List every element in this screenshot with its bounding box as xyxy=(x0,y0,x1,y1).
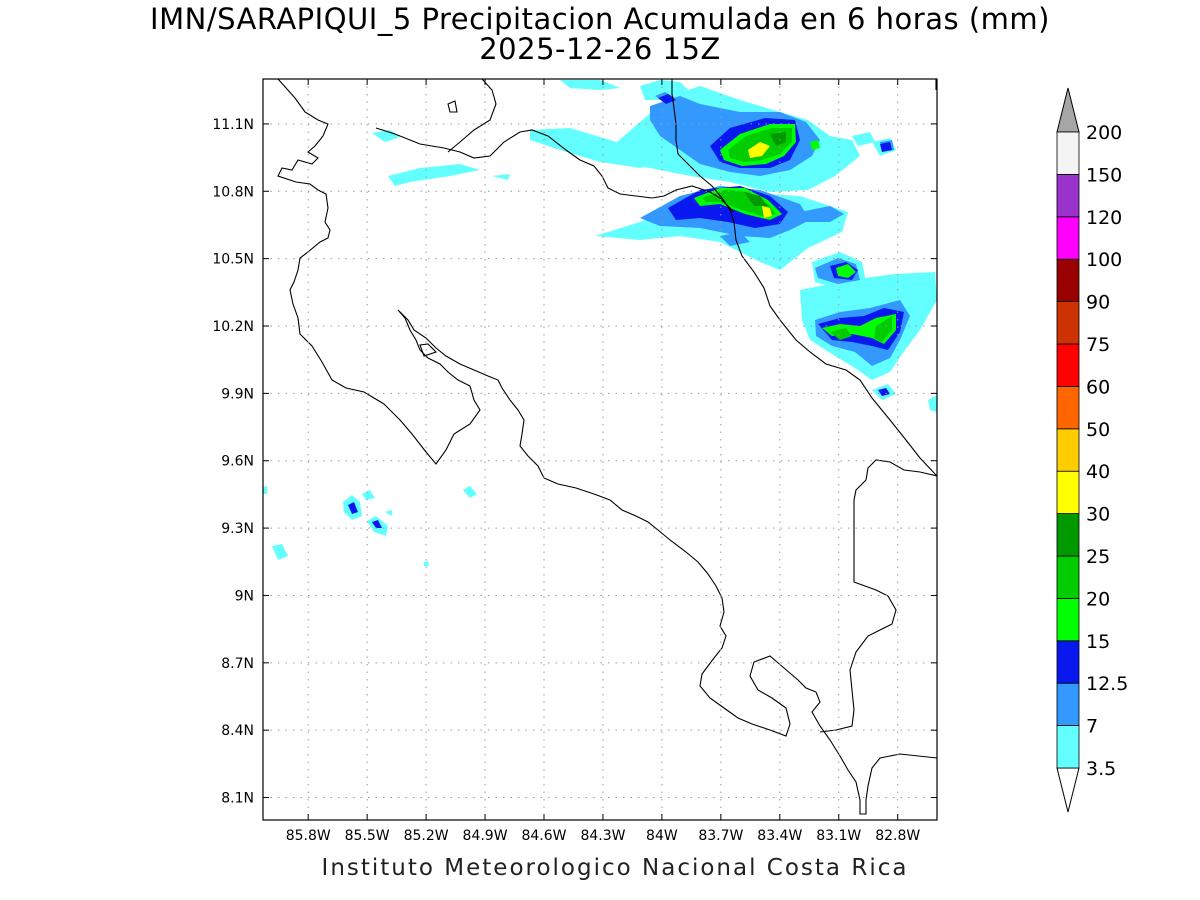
colorbar-swatch xyxy=(1056,385,1080,430)
colorbar-level-label: 15 xyxy=(1086,631,1110,653)
colorbar-level-label: 120 xyxy=(1086,207,1122,229)
colorbar-level-label: 150 xyxy=(1086,164,1122,186)
latitude-axis: 11.1N 10.8N 10.5N 10.2N 9.9N 9.6N 9.3N 9N 8.7N 8.… xyxy=(212,117,937,807)
x-tick-label: 85.5W xyxy=(345,828,390,844)
colorbar-swatch xyxy=(1056,682,1080,727)
x-tick-label: 83.7W xyxy=(698,828,743,844)
y-tick-label: 8.1N xyxy=(221,791,254,807)
colorbar-level-label: 100 xyxy=(1086,249,1122,271)
colorbar-level-label: 7 xyxy=(1086,716,1098,738)
x-tick-label: 82.8W xyxy=(875,828,920,844)
colorbar-swatch xyxy=(1056,555,1080,599)
y-tick-label: 9.3N xyxy=(221,521,254,537)
colorbar-level-label: 90 xyxy=(1086,292,1110,314)
precipitation-colorbar: 3.5 7 12.5 15 20 25 30 40 50 60 75 90 100 120 150 200 xyxy=(1056,87,1128,813)
colorbar-level-label: 50 xyxy=(1086,419,1110,441)
longitude-axis: 85.8W 85.5W 85.2W 84.9W 84.6W 84.3W 84W 83.7W 83… xyxy=(286,79,920,844)
colorbar-swatch xyxy=(1056,470,1080,515)
plot-frame xyxy=(262,78,938,821)
colorbar-swatch xyxy=(1056,598,1080,642)
x-tick-label: 83.4W xyxy=(757,828,802,844)
y-tick-label: 11.1N xyxy=(212,117,254,133)
colorbar-level-label: 40 xyxy=(1086,461,1110,483)
x-tick-label: 83.1W xyxy=(816,828,861,844)
colorbar-level-label: 12.5 xyxy=(1086,673,1128,695)
y-tick-label: 10.8N xyxy=(212,184,254,200)
colorbar-level-label: 25 xyxy=(1086,546,1110,568)
precipitation-shading xyxy=(263,80,937,566)
colorbar-swatch xyxy=(1056,216,1080,260)
colorbar-level-label: 30 xyxy=(1086,504,1110,526)
colorbar-level-label: 3.5 xyxy=(1086,758,1116,780)
colorbar-swatch xyxy=(1056,725,1080,769)
colorbar-level-label: 200 xyxy=(1086,122,1122,144)
colorbar-swatch xyxy=(1056,428,1080,472)
colorbar-swatch xyxy=(1056,131,1080,175)
y-tick-label: 9.9N xyxy=(221,386,254,402)
colorbar-swatch xyxy=(1056,173,1080,218)
y-tick-label: 8.7N xyxy=(221,656,254,672)
y-tick-label: 9.6N xyxy=(221,454,254,470)
colorbar-over-arrow xyxy=(1056,87,1080,133)
map-title: IMN/SARAPIQUI_5 Precipitacion Acumulada … xyxy=(150,2,1050,36)
credit-institution: Instituto Meteorologico Nacional Costa R… xyxy=(321,855,909,881)
graticule-grid xyxy=(263,79,937,820)
coastline-borders xyxy=(277,79,937,815)
y-tick-label: 10.2N xyxy=(212,319,254,335)
colorbar-swatch xyxy=(1056,301,1080,345)
y-tick-label: 8.4N xyxy=(221,723,254,739)
x-tick-label: 84W xyxy=(646,828,678,844)
y-tick-label: 9N xyxy=(235,588,254,604)
colorbar-swatch xyxy=(1056,640,1080,684)
x-tick-label: 85.2W xyxy=(404,828,449,844)
colorbar-level-label: 20 xyxy=(1086,588,1110,610)
x-tick-label: 84.3W xyxy=(580,828,625,844)
colorbar-level-label: 60 xyxy=(1086,376,1110,398)
y-tick-label: 10.5N xyxy=(212,252,254,268)
colorbar-swatch xyxy=(1056,513,1080,557)
colorbar-under-arrow xyxy=(1056,767,1080,813)
x-tick-label: 84.6W xyxy=(521,828,566,844)
map-subtitle-datetime: 2025-12-26 15Z xyxy=(479,32,721,66)
colorbar-swatch xyxy=(1056,343,1080,387)
colorbar-swatch xyxy=(1056,258,1080,303)
x-tick-label: 85.8W xyxy=(286,828,331,844)
colorbar-level-label: 75 xyxy=(1086,334,1110,356)
x-tick-label: 84.9W xyxy=(463,828,508,844)
